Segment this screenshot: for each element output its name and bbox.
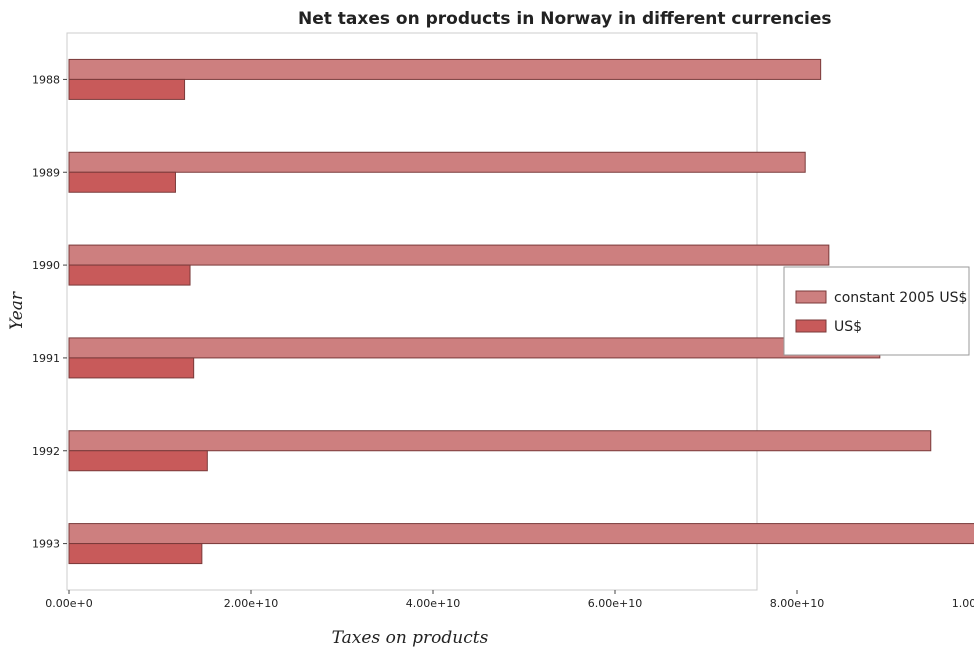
bar-usd-1991 [69, 358, 194, 378]
bar-constant-2005-usd-1993 [69, 524, 974, 544]
y-tick-label-1990: 1990 [32, 259, 60, 272]
bar-usd-1992 [69, 451, 207, 471]
y-tick-label-1992: 1992 [32, 445, 60, 458]
bar-constant-2005-usd-1991 [69, 338, 880, 358]
legend-label-usd: US$ [834, 319, 862, 335]
x-tick-label-2: 4.00e+10 [406, 597, 460, 610]
bar-constant-2005-usd-1988 [69, 59, 821, 79]
y-ticks-group: 1988 1989 1990 1991 1992 1993 [32, 73, 67, 550]
y-tick-label-1988: 1988 [32, 73, 60, 86]
x-tick-label-1: 2.00e+10 [224, 597, 278, 610]
y-tick-label-1991: 1991 [32, 352, 60, 365]
bar-constant-2005-usd-1992 [69, 431, 931, 451]
chart-title: Net taxes on products in Norway in diffe… [298, 9, 832, 29]
legend: constant 2005 US$ US$ [784, 267, 969, 355]
bar-usd-1990 [69, 265, 190, 285]
x-axis-label: Taxes on products [332, 628, 489, 648]
y-tick-label-1989: 1989 [32, 166, 60, 179]
legend-swatch-usd [796, 320, 826, 332]
bar-constant-2005-usd-1990 [69, 245, 829, 265]
plot-area [67, 33, 757, 590]
x-tick-label-4: 8.00e+10 [770, 597, 824, 610]
legend-label-constant: constant 2005 US$ [834, 290, 967, 306]
x-tick-label-3: 6.00e+10 [588, 597, 642, 610]
bar-usd-1993 [69, 544, 202, 564]
x-ticks-group: 0.00e+0 2.00e+10 4.00e+10 6.00e+10 8.00e+10 1… [45, 590, 974, 610]
x-tick-label-5: 1.00e+11 [952, 597, 974, 610]
x-tick-label-0: 0.00e+0 [45, 597, 92, 610]
bar-constant-2005-usd-1989 [69, 152, 805, 172]
bar-usd-1989 [69, 172, 175, 192]
y-axis-label: Year [7, 291, 27, 330]
bar-usd-1988 [69, 79, 185, 99]
y-tick-label-1993: 1993 [32, 538, 60, 551]
legend-box [784, 267, 969, 355]
legend-swatch-constant [796, 291, 826, 303]
